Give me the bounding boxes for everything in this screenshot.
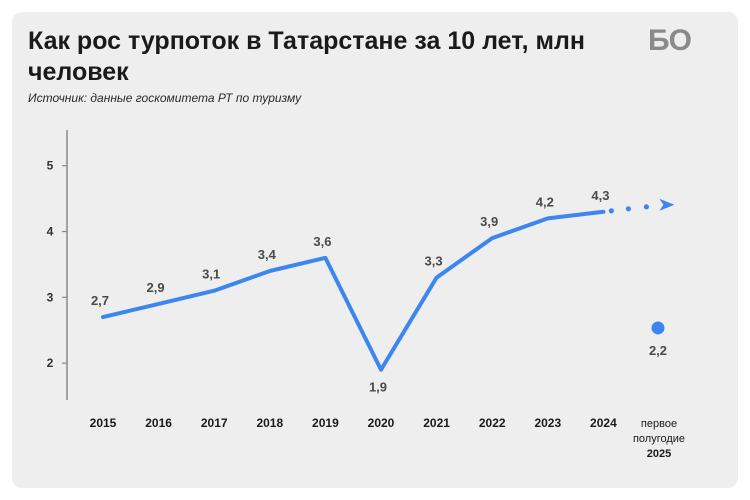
x-ticks: 2015 2016 2017 2018 2019 2020 2021 2022 2023 2024…: [90, 416, 685, 460]
trend-dot: [643, 204, 650, 210]
trend-arrowhead: [659, 198, 675, 211]
y-tick-label: 5: [47, 159, 54, 173]
data-label: 3,3: [425, 254, 443, 269]
data-label: 3,1: [202, 267, 220, 282]
x-tick-label: 2020: [368, 416, 395, 430]
data-point: [651, 321, 665, 335]
data-label: 3,6: [313, 234, 331, 249]
data-label: 2,9: [147, 280, 165, 295]
x-tick-label: 2015: [90, 416, 117, 430]
y-tick-label: 4: [47, 225, 54, 239]
data-labels: 2,7 2,9 3,1 3,4 3,6 1,9 3,3 3,9 4,2 4,3 2,2: [91, 188, 667, 395]
x-tick-label: 2018: [256, 416, 283, 430]
x-tick-label: первое: [641, 418, 677, 430]
y-tick-label: 2: [47, 356, 54, 370]
x-tick-label: 2024: [590, 416, 617, 430]
y-ticks: 2 3 4 5: [47, 159, 67, 370]
x-tick-label: 2021: [423, 416, 450, 430]
x-tick-label: 2017: [201, 416, 228, 430]
x-tick-label: полугодие: [633, 433, 685, 445]
trend-dot: [625, 206, 632, 212]
series-line: [101, 209, 606, 372]
x-tick-label: 2023: [534, 416, 561, 430]
chart-title: Как рос турпоток в Татарстане за 10 лет,…: [28, 27, 585, 86]
x-tick-label: 2022: [479, 416, 506, 430]
y-tick-label: 3: [47, 290, 54, 304]
x-tick-label: 2019: [312, 416, 339, 430]
highlight-points: [651, 321, 665, 335]
data-label: 4,2: [536, 194, 554, 209]
data-label: 2,7: [91, 293, 109, 308]
trend-arrow: [608, 198, 675, 214]
chart-source: Источник: данные госкомитета РТ по туриз…: [28, 91, 302, 105]
trend-dot: [608, 208, 615, 214]
data-label: 1,9: [369, 380, 387, 395]
x-tick-label: 2025: [647, 448, 671, 460]
data-label: 3,4: [258, 247, 277, 262]
data-label: 2,2: [649, 343, 667, 358]
bo-logo: БО: [648, 24, 692, 57]
chart-card: [12, 12, 738, 488]
data-label: 4,3: [591, 188, 609, 203]
data-label: 3,9: [480, 214, 498, 229]
x-tick-label: 2016: [145, 416, 172, 430]
